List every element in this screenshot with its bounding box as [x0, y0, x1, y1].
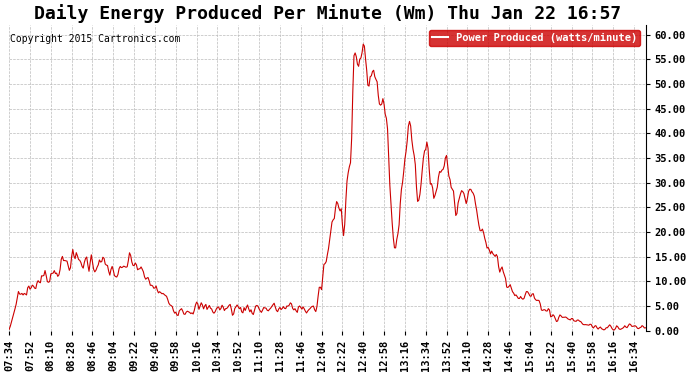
Legend: Power Produced (watts/minute): Power Produced (watts/minute) [429, 30, 640, 46]
Text: Copyright 2015 Cartronics.com: Copyright 2015 Cartronics.com [10, 34, 181, 44]
Title: Daily Energy Produced Per Minute (Wm) Thu Jan 22 16:57: Daily Energy Produced Per Minute (Wm) Th… [34, 4, 621, 23]
